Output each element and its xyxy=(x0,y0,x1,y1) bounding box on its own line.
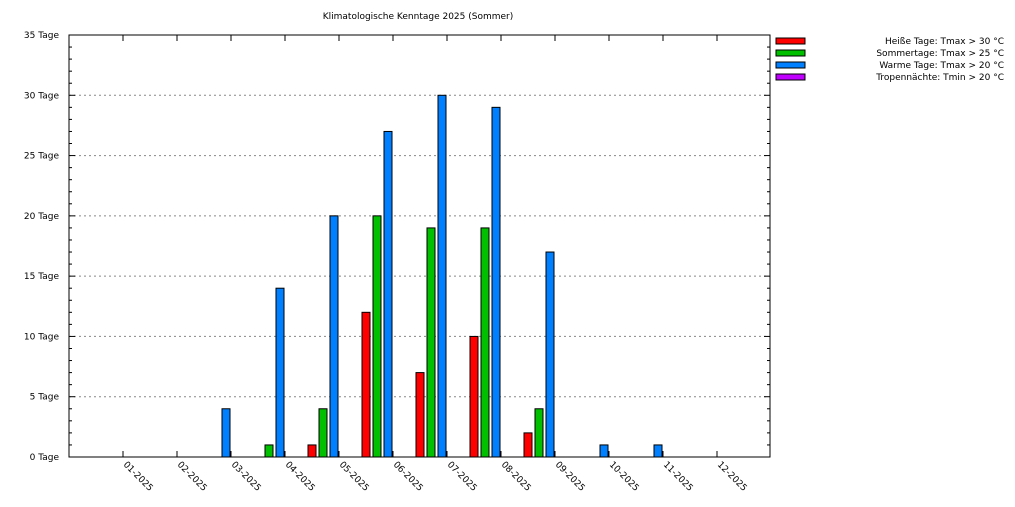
bar-warme-tage xyxy=(653,444,663,458)
legend-swatch xyxy=(775,73,806,81)
legend-label: Warme Tage: Tmax > 20 °C xyxy=(879,61,1004,71)
grid-lines xyxy=(69,94,770,398)
bar-warme-tage xyxy=(491,106,501,458)
bar-heisse-tage xyxy=(415,372,425,458)
y-tick-label: 25 Tage xyxy=(24,152,60,162)
y-tick-label: 5 Tage xyxy=(30,393,60,403)
y-tick-label: 15 Tage xyxy=(24,272,60,282)
bar-warme-tage xyxy=(545,251,555,458)
legend-label: Tropennächte: Tmin > 20 °C xyxy=(875,73,1004,83)
bar-heisse-tage xyxy=(361,311,371,458)
legend-label: Sommertage: Tmax > 25 °C xyxy=(876,49,1004,59)
bar-warme-tage xyxy=(329,215,339,458)
x-tick-label: 02-2025 xyxy=(175,460,209,494)
x-tick-label: 06-2025 xyxy=(391,460,425,494)
x-tick-label: 04-2025 xyxy=(283,460,317,494)
x-tick-label: 01-2025 xyxy=(121,460,155,494)
bar-heisse-tage xyxy=(469,335,479,458)
x-tick-label: 11-2025 xyxy=(661,460,695,494)
y-tick-label: 30 Tage xyxy=(24,91,60,101)
bar-sommertage xyxy=(426,227,436,458)
bar-sommertage xyxy=(264,444,274,458)
x-tick-label: 12-2025 xyxy=(715,460,749,494)
x-tick-label: 03-2025 xyxy=(229,460,263,494)
y-axis-ticks: 0 Tage 5 Tage 10 Tage 15 Tage 20 Tage 25 Tage… xyxy=(24,31,770,463)
bar-sommertage xyxy=(318,408,328,458)
legend-swatch xyxy=(775,61,806,69)
bar-warme-tage xyxy=(437,94,447,458)
bar-sommertage xyxy=(534,408,544,458)
y-tick-label: 0 Tage xyxy=(30,453,60,463)
y-tick-label: 10 Tage xyxy=(24,332,60,342)
x-tick-label: 08-2025 xyxy=(499,460,533,494)
bar-heisse-tage xyxy=(523,432,533,458)
legend-label: Heiße Tage: Tmax > 30 °C xyxy=(885,37,1004,47)
x-tick-label: 09-2025 xyxy=(553,460,587,494)
x-tick-label: 05-2025 xyxy=(337,460,371,494)
legend-swatch xyxy=(775,49,806,57)
bar-warme-tage xyxy=(221,408,231,458)
y-tick-label: 20 Tage xyxy=(24,212,60,222)
bar-sommertage xyxy=(480,227,490,458)
x-tick-label: 10-2025 xyxy=(607,460,641,494)
y-tick-label: 35 Tage xyxy=(24,31,60,41)
bars xyxy=(221,94,663,458)
bar-sommertage xyxy=(372,215,382,458)
chart-title: Klimatologische Kenntage 2025 (Sommer) xyxy=(323,12,514,22)
x-tick-label: 07-2025 xyxy=(445,460,479,494)
bar-warme-tage xyxy=(599,444,609,458)
bar-heisse-tage xyxy=(307,444,317,458)
legend: Heiße Tage: Tmax > 30 °C Sommertage: Tmax… xyxy=(775,37,1004,83)
bar-warme-tage xyxy=(275,287,285,458)
legend-swatch xyxy=(775,37,806,45)
bar-warme-tage xyxy=(383,130,393,458)
